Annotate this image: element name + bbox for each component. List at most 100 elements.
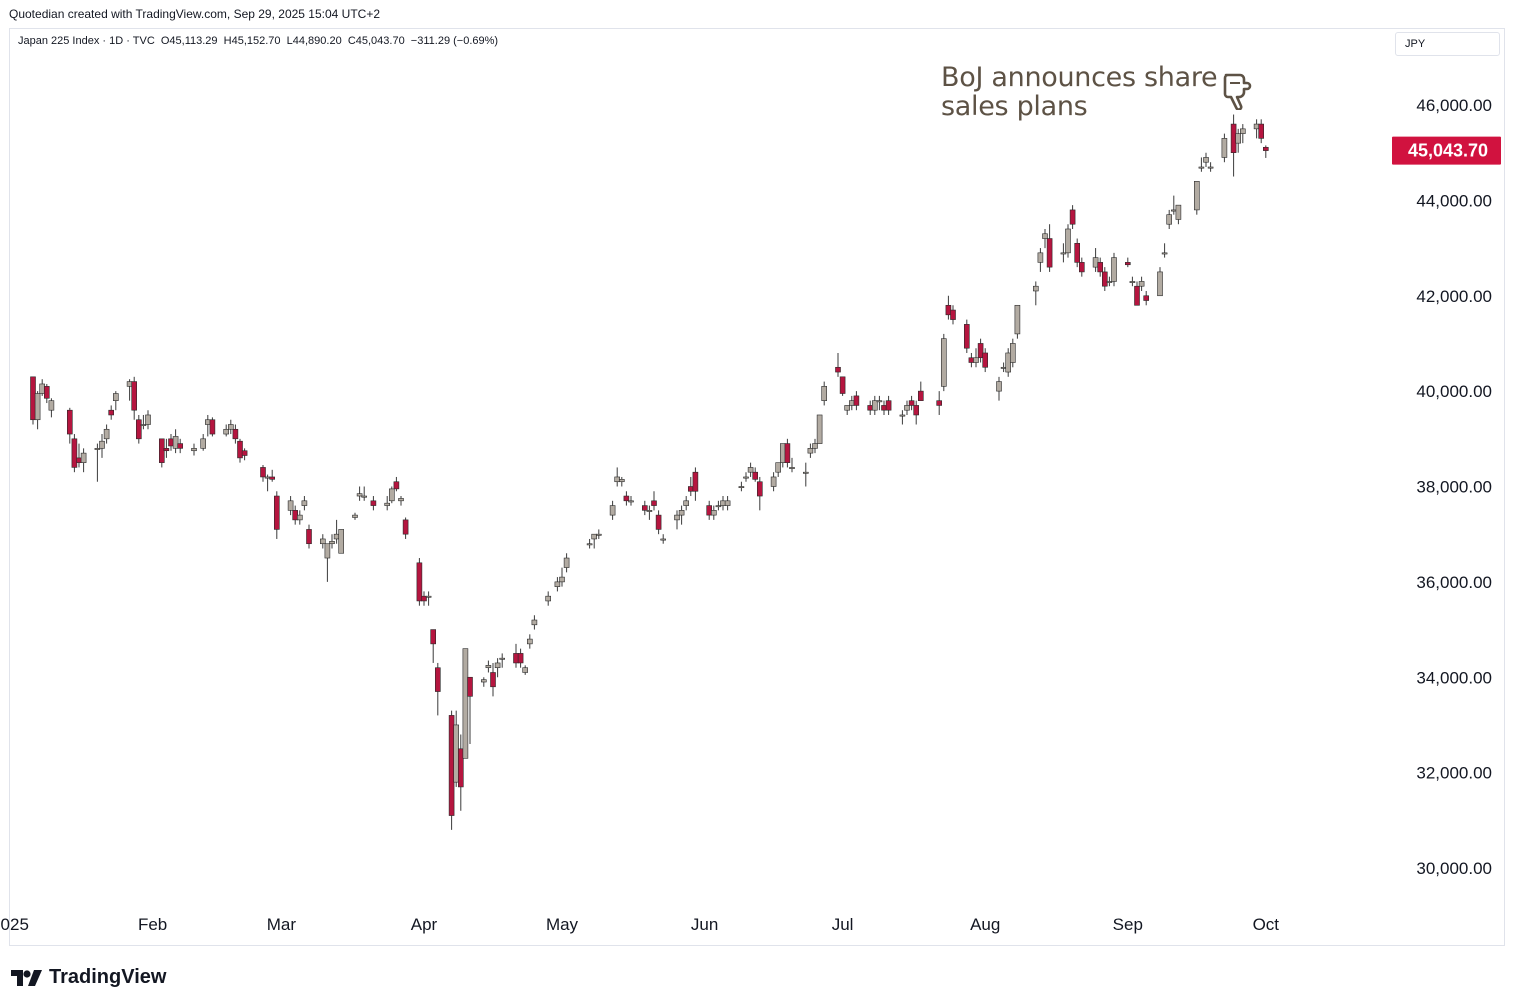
candle-2025-03-05[interactable] — [296, 510, 303, 525]
candle-2025-03-28[interactable] — [402, 517, 409, 539]
candle-2025-01-09[interactable] — [43, 383, 50, 404]
candle-2025-07-25[interactable] — [950, 305, 956, 325]
candle-2025-08-13[interactable] — [1037, 248, 1044, 272]
candle-2025-04-15[interactable] — [485, 660, 492, 673]
candle-2025-01-15[interactable] — [71, 434, 78, 473]
candle-2025-01-10[interactable] — [48, 398, 55, 418]
candle-2025-07-28[interactable] — [963, 319, 970, 353]
candle-2025-06-05[interactable] — [720, 496, 726, 511]
candle-2025-06-13[interactable] — [756, 476, 763, 511]
candle-2025-08-27[interactable] — [1102, 267, 1108, 291]
candle-2025-05-19[interactable] — [641, 500, 648, 516]
candle-2025-09-16[interactable] — [1194, 181, 1200, 215]
candle-2025-04-14[interactable] — [480, 677, 487, 687]
candle-2025-03-26[interactable] — [393, 476, 400, 492]
candle-2025-05-09[interactable] — [595, 529, 602, 539]
candle-2025-01-21[interactable] — [99, 434, 105, 458]
candle-2025-08-15[interactable] — [1046, 224, 1053, 272]
candle-2025-03-10[interactable] — [319, 534, 326, 549]
candle-2025-09-12[interactable] — [1175, 204, 1182, 225]
candle-2025-01-30[interactable] — [140, 414, 147, 430]
candle-2025-05-12[interactable] — [609, 500, 616, 520]
candle-2025-08-19[interactable] — [1065, 224, 1071, 258]
candle-2025-02-07[interactable] — [177, 438, 183, 454]
candle-2025-08-28[interactable] — [1106, 276, 1113, 287]
candle-2025-09-01[interactable] — [1125, 257, 1131, 268]
candle-2025-06-25[interactable] — [812, 438, 818, 454]
candle-2025-09-24[interactable] — [1230, 114, 1237, 177]
candle-2025-06-27[interactable] — [821, 381, 828, 406]
candle-2025-05-14[interactable] — [618, 476, 625, 487]
candle-2025-05-01[interactable] — [559, 567, 565, 587]
candle-2025-08-14[interactable] — [1042, 228, 1048, 249]
candle-2025-01-06[interactable] — [30, 376, 36, 425]
candle-2025-09-18[interactable] — [1203, 152, 1209, 167]
candle-2025-08-05[interactable] — [1000, 362, 1007, 373]
candle-2025-08-21[interactable] — [1074, 238, 1080, 268]
candle-2025-07-15[interactable] — [904, 400, 910, 415]
candle-2025-05-22[interactable] — [655, 510, 662, 535]
candle-2025-08-06[interactable] — [1005, 348, 1012, 377]
candle-2025-03-24[interactable] — [384, 496, 391, 511]
candle-2025-07-09[interactable] — [876, 395, 883, 411]
candle-2025-04-22[interactable] — [517, 648, 524, 668]
candle-2025-06-18[interactable] — [779, 443, 786, 468]
candle-2025-07-02[interactable] — [844, 405, 851, 415]
candle-2025-06-11[interactable] — [747, 462, 754, 477]
candle-2025-04-30[interactable] — [554, 577, 561, 592]
candle-2025-04-25[interactable] — [531, 615, 538, 630]
candle-2025-06-12[interactable] — [752, 467, 759, 482]
candle-2025-04-18[interactable] — [499, 653, 506, 668]
candle-2025-01-20[interactable] — [94, 443, 101, 482]
candle-2025-06-02[interactable] — [706, 500, 713, 520]
candle-2025-08-25[interactable] — [1092, 248, 1099, 272]
candle-2025-04-16[interactable] — [490, 662, 496, 697]
candle-2025-05-07[interactable] — [586, 538, 593, 549]
candle-2025-06-06[interactable] — [724, 496, 731, 511]
candle-2025-03-04[interactable] — [292, 505, 299, 525]
candle-2025-08-01[interactable] — [982, 348, 989, 373]
candle-2025-04-11[interactable] — [467, 676, 473, 745]
candle-2025-02-06[interactable] — [172, 429, 179, 454]
candle-2025-01-16[interactable] — [76, 443, 82, 468]
candle-2025-03-21[interactable] — [370, 496, 377, 511]
candle-2025-09-22[interactable] — [1221, 133, 1228, 163]
candle-2025-07-10[interactable] — [881, 400, 887, 415]
candle-2025-07-24[interactable] — [945, 295, 952, 320]
candle-2025-05-29[interactable] — [687, 476, 694, 497]
candle-2025-02-10[interactable] — [191, 443, 197, 456]
candle-2025-07-04[interactable] — [853, 391, 860, 411]
candle-2025-09-10[interactable] — [1166, 209, 1172, 229]
candle-2025-07-30[interactable] — [973, 348, 979, 368]
candle-2025-06-19[interactable] — [784, 438, 791, 468]
candle-2025-02-05[interactable] — [168, 434, 174, 451]
candle-2025-05-20[interactable] — [646, 505, 653, 520]
candle-2025-07-31[interactable] — [977, 338, 984, 363]
candle-2025-03-06[interactable] — [301, 496, 308, 511]
candle-2025-05-26[interactable] — [674, 510, 680, 530]
candle-2025-05-27[interactable] — [678, 505, 685, 525]
candle-2025-02-26[interactable] — [264, 474, 271, 492]
tradingview-brand[interactable]: TradingView — [11, 966, 166, 989]
candle-2025-02-19[interactable] — [232, 424, 239, 444]
candle-2025-05-08[interactable] — [591, 533, 598, 549]
candle-2025-01-24[interactable] — [113, 391, 119, 411]
candle-2025-08-26[interactable] — [1097, 257, 1103, 277]
candle-2025-07-08[interactable] — [871, 395, 878, 415]
candle-2025-08-12[interactable] — [1033, 281, 1039, 306]
candle-2025-05-13[interactable] — [614, 467, 621, 487]
candle-2025-09-04[interactable] — [1138, 276, 1145, 291]
candle-2025-03-18[interactable] — [356, 486, 363, 501]
candle-2025-01-29[interactable] — [136, 414, 142, 444]
candle-2025-01-23[interactable] — [108, 405, 114, 420]
candle-2025-03-17[interactable] — [352, 512, 358, 520]
candle-2025-02-13[interactable] — [205, 414, 211, 437]
candle-2025-07-17[interactable] — [913, 400, 920, 425]
candle-2025-04-17[interactable] — [494, 658, 501, 678]
candle-2025-01-31[interactable] — [145, 410, 151, 430]
candle-2025-07-01[interactable] — [839, 376, 846, 396]
candle-2025-08-20[interactable] — [1069, 205, 1076, 229]
candle-2025-05-23[interactable] — [660, 534, 667, 544]
candle-2025-07-23[interactable] — [940, 333, 947, 392]
